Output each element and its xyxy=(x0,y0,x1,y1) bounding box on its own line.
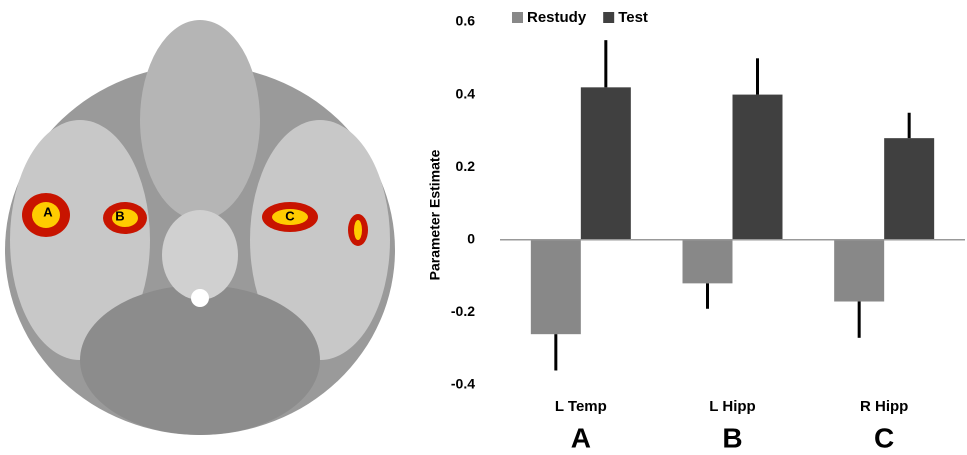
panel-letter: A xyxy=(571,422,591,453)
brain-image xyxy=(5,20,395,435)
legend-swatch xyxy=(512,12,523,23)
activation-core xyxy=(112,209,138,227)
y-tick-label: -0.4 xyxy=(451,376,475,392)
bar xyxy=(580,87,631,240)
aqueduct xyxy=(191,289,209,307)
y-tick-label: 0.6 xyxy=(456,13,476,29)
activation-core xyxy=(354,220,362,240)
bar xyxy=(884,138,935,240)
brain-region-label: B xyxy=(115,208,124,223)
activation-core xyxy=(32,202,60,228)
bar xyxy=(732,94,783,240)
left-temporal xyxy=(10,120,150,360)
y-tick-label: 0 xyxy=(467,231,475,247)
legend-label: Restudy xyxy=(527,9,587,26)
cerebellum xyxy=(80,285,320,435)
y-tick-label: -0.2 xyxy=(451,303,475,319)
bar xyxy=(834,239,885,302)
brainstem xyxy=(162,210,238,300)
x-tick-label: L Temp xyxy=(555,398,607,415)
brain-region-label: C xyxy=(285,208,295,223)
x-tick-label: L Hipp xyxy=(709,398,755,415)
y-tick-label: 0.4 xyxy=(456,85,476,101)
x-tick-label: R Hipp xyxy=(860,398,908,415)
right-temporal xyxy=(250,120,390,360)
brain-region-label: A xyxy=(43,204,53,219)
legend-label: Test xyxy=(618,9,648,26)
activation-core xyxy=(272,209,308,225)
panel-letter: B xyxy=(722,422,742,453)
panel-letter: C xyxy=(874,422,894,453)
frontal-lobe xyxy=(140,20,260,220)
bar xyxy=(530,239,581,335)
y-axis-label: Parameter Estimate xyxy=(427,149,443,280)
y-tick-label: 0.2 xyxy=(456,158,476,174)
legend-swatch xyxy=(603,12,615,23)
bar xyxy=(682,239,733,284)
